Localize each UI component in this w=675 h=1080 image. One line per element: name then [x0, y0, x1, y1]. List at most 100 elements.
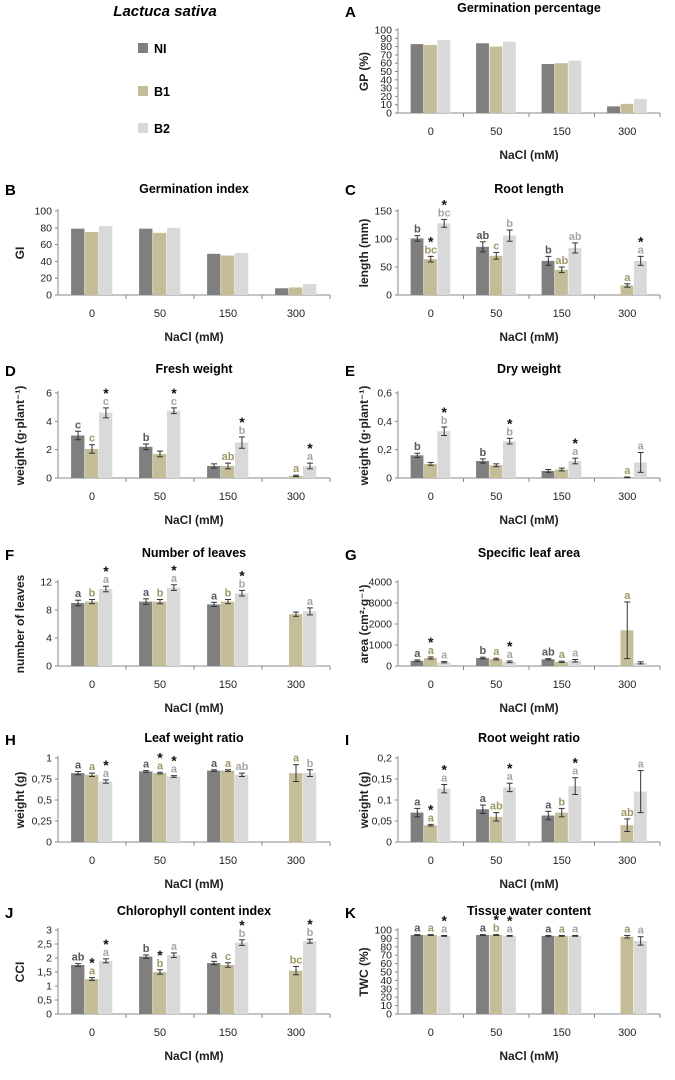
- x-tick-label: 300: [618, 679, 636, 691]
- significance-star: *: [239, 567, 245, 583]
- x-axis-label: NaCl (mM): [499, 148, 558, 162]
- x-axis-label: NaCl (mM): [164, 877, 223, 891]
- significance-star: *: [103, 936, 109, 952]
- y-axis-label: weight (g): [357, 772, 371, 830]
- significance-letter: a: [171, 941, 178, 953]
- significance-letter: ab: [72, 952, 85, 964]
- significance-letter: bc: [424, 244, 437, 256]
- y-tick-label: 6: [46, 388, 52, 400]
- significance-star: *: [441, 761, 447, 777]
- x-tick-label: 150: [219, 855, 237, 867]
- significance-star: *: [428, 233, 434, 249]
- significance-letter: b: [307, 927, 314, 939]
- bar-b2-b-300: [302, 284, 317, 295]
- significance-letter: a: [414, 796, 421, 808]
- significance-letter: b: [479, 645, 486, 657]
- y-tick-label: 0: [46, 661, 52, 673]
- y-axis-label: weight (g·plant⁻¹): [357, 386, 371, 487]
- significance-letter: a: [414, 648, 421, 660]
- significance-letter: a: [624, 590, 631, 602]
- significance-letter: a: [624, 923, 631, 935]
- significance-star: *: [103, 757, 109, 773]
- significance-letter: ab: [555, 255, 568, 267]
- bar-ni-a-300: [607, 106, 620, 113]
- bar-b1-k-50: [489, 935, 503, 1014]
- bar-b1-c-150: [555, 269, 568, 295]
- y-tick-label: 3000: [369, 598, 393, 610]
- y-tick-label: 150: [374, 206, 392, 218]
- bar-b2-j-50: [166, 955, 181, 1014]
- panel-letter: H: [5, 732, 16, 749]
- legend-swatch-b1: [138, 86, 148, 96]
- significance-letter: a: [171, 573, 178, 585]
- legend: NI B1 B2: [138, 42, 170, 136]
- y-tick-label: 90: [380, 933, 392, 945]
- bar-b2-e-0: [437, 431, 451, 478]
- significance-letter: b: [506, 218, 513, 230]
- bar-b2-c-50: [502, 235, 516, 295]
- bar-ni-b-300: [275, 288, 289, 295]
- y-axis-label: number of leaves: [13, 574, 27, 673]
- bar-ni-f-0: [71, 603, 85, 666]
- x-tick-label: 50: [154, 308, 166, 320]
- significance-letter: a: [89, 761, 96, 773]
- y-axis-label: weight (g): [13, 772, 27, 830]
- significance-star: *: [103, 563, 109, 579]
- bar-b2-k-0: [437, 935, 451, 1014]
- bar-ni-e-50: [476, 461, 489, 478]
- bar-ni-h-50: [139, 771, 153, 842]
- significance-star: *: [638, 233, 644, 249]
- significance-letter: a: [638, 759, 645, 771]
- panel-letter: F: [5, 547, 14, 564]
- x-tick-label: 50: [490, 855, 502, 867]
- significance-letter: b: [225, 588, 232, 600]
- panel-letter: I: [345, 732, 349, 749]
- significance-letter: ab: [621, 807, 634, 819]
- bar-b1-f-0: [85, 601, 99, 666]
- bar-ni-f-50: [139, 601, 153, 666]
- significance-letter: bc: [438, 207, 451, 219]
- significance-letter: a: [157, 760, 164, 772]
- x-tick-label: 150: [553, 126, 571, 138]
- bar-b1-k-150: [555, 935, 568, 1014]
- bar-ni-a-50: [476, 43, 489, 113]
- y-tick-label: 60: [380, 58, 392, 70]
- x-tick-label: 300: [287, 308, 305, 320]
- x-tick-label: 150: [219, 491, 237, 503]
- significance-star: *: [103, 385, 109, 401]
- x-axis-label: NaCl (mM): [499, 877, 558, 891]
- species-title: Lactuca sativa: [113, 3, 216, 20]
- x-tick-label: 300: [287, 679, 305, 691]
- significance-letter: a: [638, 244, 645, 256]
- y-tick-label: 60: [380, 958, 392, 970]
- bar-ni-g-50: [476, 658, 489, 666]
- y-axis-label: TWC (%): [357, 947, 371, 996]
- bar-b1-f-300: [289, 614, 303, 666]
- panel-letter: J: [5, 905, 13, 922]
- significance-letter: ab: [542, 647, 555, 659]
- significance-letter: b: [493, 923, 500, 935]
- x-tick-label: 300: [618, 855, 636, 867]
- significance-letter: a: [75, 588, 82, 600]
- x-tick-label: 0: [89, 491, 95, 503]
- bar-b2-a-50: [502, 41, 516, 114]
- x-tick-label: 150: [219, 308, 237, 320]
- bar-ni-c-0: [410, 238, 424, 295]
- significance-letter: b: [545, 244, 552, 256]
- y-axis-label: length (mm): [357, 219, 371, 288]
- significance-letter: ab: [490, 801, 503, 813]
- x-tick-label: 0: [428, 491, 434, 503]
- x-tick-label: 150: [553, 679, 571, 691]
- bar-b2-a-150: [568, 60, 582, 113]
- bar-b1-j-150: [221, 965, 235, 1014]
- bar-b1-f-150: [221, 601, 235, 666]
- significance-letter: b: [157, 958, 164, 970]
- y-tick-label: 80: [40, 222, 52, 234]
- y-axis-label: area (cm²·g⁻¹): [357, 584, 371, 663]
- x-tick-label: 0: [428, 679, 434, 691]
- y-tick-label: 0,5: [37, 795, 52, 807]
- y-tick-label: 0: [386, 473, 392, 485]
- chart-title: Germination index: [139, 182, 249, 196]
